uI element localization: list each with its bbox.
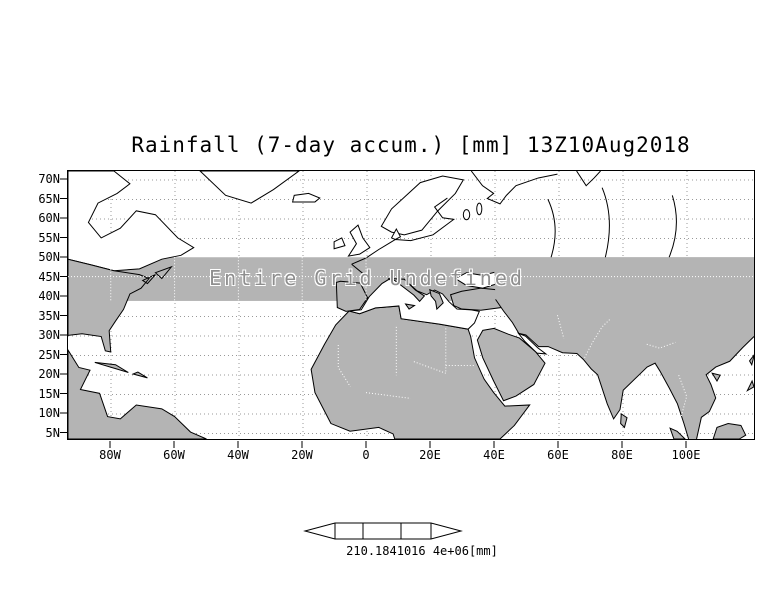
persian-gulf bbox=[519, 333, 546, 353]
landmass-greenland bbox=[200, 171, 299, 203]
island-great-britain bbox=[348, 225, 369, 256]
lat-label-5n: 5N bbox=[45, 426, 60, 440]
continents bbox=[68, 171, 754, 439]
island-sumatra bbox=[670, 428, 685, 439]
island-borneo bbox=[713, 424, 746, 439]
island-luzon bbox=[747, 381, 754, 391]
map-canvas bbox=[67, 170, 755, 440]
landmass-denmark bbox=[392, 229, 401, 239]
lat-label-60n: 60N bbox=[38, 211, 60, 225]
lat-label-55n: 55N bbox=[38, 231, 60, 245]
lat-label-65n: 65N bbox=[38, 192, 60, 206]
island-sri-lanka bbox=[621, 414, 627, 428]
graticule-gridlines bbox=[68, 171, 754, 439]
landmass-asia bbox=[493, 257, 754, 439]
lon-label-80w: 80W bbox=[99, 448, 121, 462]
lat-label-50n: 50N bbox=[38, 250, 60, 264]
lat-label-45n: 45N bbox=[38, 270, 60, 284]
world-map bbox=[68, 171, 754, 439]
lon-label-20e: 20E bbox=[419, 448, 441, 462]
colorbar-label: 210.1841016 4e+06[mm] bbox=[346, 544, 498, 558]
island-cuba bbox=[95, 362, 129, 372]
lon-label-40e: 40E bbox=[483, 448, 505, 462]
left-axis-ticks bbox=[60, 178, 67, 433]
island-sicily bbox=[406, 304, 415, 309]
lon-label-20w: 20W bbox=[291, 448, 313, 462]
lat-label-40n: 40N bbox=[38, 289, 60, 303]
landmass-us-east bbox=[68, 259, 149, 352]
landmass-scandinavia bbox=[381, 176, 463, 235]
lat-label-15n: 15N bbox=[38, 387, 60, 401]
mediterranean-sea bbox=[349, 279, 479, 329]
lat-label-35n: 35N bbox=[38, 309, 60, 323]
lat-label-70n: 70N bbox=[38, 172, 60, 186]
colorbar bbox=[303, 522, 463, 540]
landmass-arabia bbox=[477, 328, 545, 400]
colorbar-shape bbox=[303, 522, 463, 540]
coastline-biscay bbox=[352, 264, 363, 283]
plot-title: Rainfall (7-day accum.) [mm] 13Z10Aug201… bbox=[131, 133, 691, 157]
lon-label-100e: 100E bbox=[671, 448, 701, 462]
island-ireland bbox=[334, 238, 345, 249]
lat-label-25n: 25N bbox=[38, 348, 60, 362]
lat-label-30n: 30N bbox=[38, 328, 60, 342]
coastline-baltic bbox=[352, 198, 454, 264]
coastline-newfoundland bbox=[143, 267, 172, 284]
island-iceland bbox=[293, 193, 320, 202]
lon-label-60w: 60W bbox=[163, 448, 185, 462]
island-hainan bbox=[712, 373, 720, 381]
asia-coastline bbox=[496, 299, 754, 439]
lon-label-60e: 60E bbox=[547, 448, 569, 462]
river-siberia bbox=[548, 188, 677, 258]
lon-label-0: 0 bbox=[362, 448, 370, 462]
landmass-italy bbox=[388, 279, 424, 302]
lon-label-40w: 40W bbox=[227, 448, 249, 462]
lake-ladoga bbox=[463, 210, 469, 220]
lake-onega bbox=[477, 203, 482, 215]
coastline-arctic-russia bbox=[471, 171, 600, 204]
landmass-central-south-america bbox=[68, 350, 206, 439]
landmass-canada bbox=[68, 171, 194, 271]
lon-label-80e: 80E bbox=[611, 448, 633, 462]
island-hispaniola bbox=[133, 372, 147, 378]
undefined-grid-message: Entire Grid Undefined bbox=[209, 266, 525, 290]
lat-label-10n: 10N bbox=[38, 406, 60, 420]
bottom-axis-ticks bbox=[109, 441, 687, 448]
landmass-iberia bbox=[336, 281, 367, 311]
landmass-greece bbox=[430, 290, 443, 309]
country-borders bbox=[68, 257, 754, 419]
lat-label-20n: 20N bbox=[38, 367, 60, 381]
island-taiwan bbox=[750, 355, 754, 365]
